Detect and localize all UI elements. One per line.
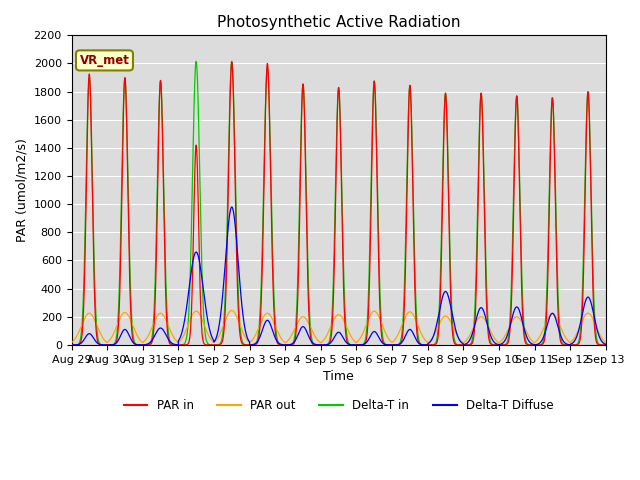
Text: VR_met: VR_met [79, 54, 129, 67]
Y-axis label: PAR (umol/m2/s): PAR (umol/m2/s) [15, 138, 28, 242]
Legend: PAR in, PAR out, Delta-T in, Delta-T Diffuse: PAR in, PAR out, Delta-T in, Delta-T Dif… [119, 394, 558, 416]
Title: Photosynthetic Active Radiation: Photosynthetic Active Radiation [217, 15, 460, 30]
X-axis label: Time: Time [323, 370, 354, 383]
